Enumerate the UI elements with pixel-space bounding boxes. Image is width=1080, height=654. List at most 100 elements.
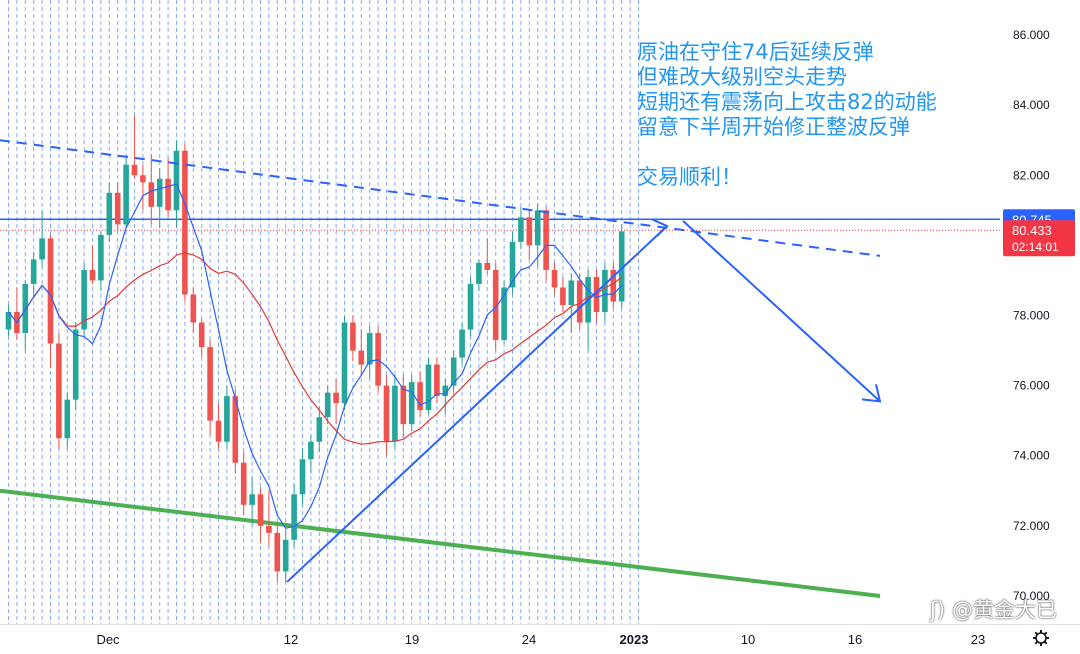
candle-body[interactable] bbox=[383, 385, 390, 442]
candle-body[interactable] bbox=[140, 175, 146, 183]
candle-body[interactable] bbox=[190, 294, 197, 323]
candle-body[interactable] bbox=[114, 192, 121, 225]
candle-body[interactable] bbox=[610, 269, 617, 302]
candle-body[interactable] bbox=[400, 385, 407, 425]
gear-icon[interactable] bbox=[1033, 630, 1049, 646]
candle-body[interactable] bbox=[358, 350, 365, 365]
candle-body[interactable] bbox=[240, 462, 247, 505]
candle-body[interactable] bbox=[459, 329, 465, 358]
candle-body[interactable] bbox=[232, 396, 239, 463]
candle-body[interactable] bbox=[450, 357, 457, 386]
moving-averages bbox=[8, 183, 623, 529]
time-tick-label: 23 bbox=[971, 632, 985, 647]
candle-body[interactable] bbox=[333, 392, 339, 404]
candle-body[interactable] bbox=[316, 417, 323, 442]
candle-body[interactable] bbox=[173, 150, 180, 211]
candle-body[interactable] bbox=[492, 269, 499, 341]
candle-body[interactable] bbox=[249, 494, 255, 505]
candle-body[interactable] bbox=[560, 287, 566, 305]
candle-body[interactable] bbox=[350, 322, 356, 351]
price-tick-label: 86.000 bbox=[1013, 28, 1050, 42]
candle-body[interactable] bbox=[106, 192, 113, 235]
candle-body[interactable] bbox=[518, 217, 524, 242]
candle-body[interactable] bbox=[618, 231, 625, 302]
candle-body[interactable] bbox=[551, 269, 558, 288]
candle-body[interactable] bbox=[123, 164, 129, 225]
candle-body[interactable] bbox=[257, 494, 264, 526]
candle-body[interactable] bbox=[543, 210, 549, 270]
candle-body[interactable] bbox=[215, 420, 222, 442]
candle-body[interactable] bbox=[165, 178, 171, 211]
candle-body[interactable] bbox=[156, 178, 163, 207]
candle-body[interactable] bbox=[308, 441, 314, 460]
candle-body[interactable] bbox=[266, 525, 272, 533]
candle-body[interactable] bbox=[207, 347, 213, 421]
arrowhead-up bbox=[651, 218, 669, 237]
price-axis-bg[interactable] bbox=[1000, 0, 1080, 626]
drawings-back bbox=[0, 218, 1000, 598]
rising-trendline[interactable] bbox=[286, 225, 668, 583]
logo-icon: ʃ) bbox=[930, 598, 952, 622]
projection-arrow[interactable] bbox=[682, 220, 881, 403]
time-tick-label: 16 bbox=[848, 632, 862, 647]
annotation-line-5 bbox=[637, 140, 937, 165]
candle-body[interactable] bbox=[509, 241, 516, 288]
candle-body[interactable] bbox=[484, 262, 491, 270]
support-trendline[interactable] bbox=[0, 488, 881, 598]
candle-body[interactable] bbox=[467, 283, 474, 330]
candle-body[interactable] bbox=[534, 210, 541, 246]
price-tick-label: 74.000 bbox=[1013, 449, 1050, 463]
candle-body[interactable] bbox=[81, 269, 87, 330]
resistance-trendline-dashed[interactable] bbox=[0, 139, 881, 257]
candle-body[interactable] bbox=[408, 382, 415, 425]
candle-body[interactable] bbox=[30, 259, 37, 284]
time-axis-bg[interactable] bbox=[0, 624, 1080, 649]
candle-body[interactable] bbox=[366, 333, 373, 365]
candle-body[interactable] bbox=[98, 234, 104, 281]
candle-body[interactable] bbox=[131, 164, 138, 176]
candle-body[interactable] bbox=[291, 494, 297, 540]
candle-body[interactable] bbox=[324, 392, 331, 418]
time-axis: Dec 12 19 24 2023 10 16 23 bbox=[0, 624, 1080, 649]
candle-body[interactable] bbox=[198, 322, 205, 348]
candle-body[interactable] bbox=[274, 532, 281, 572]
time-tick-label: 2023 bbox=[620, 632, 649, 647]
annotation-line-6: 交易顺利！ bbox=[637, 165, 742, 189]
candle-body[interactable] bbox=[89, 269, 96, 281]
candle-body[interactable] bbox=[341, 322, 348, 404]
candle-body[interactable] bbox=[5, 312, 12, 330]
candle-body[interactable] bbox=[476, 262, 482, 284]
candle-body[interactable] bbox=[568, 280, 575, 305]
candle-body[interactable] bbox=[47, 238, 54, 344]
candle-body[interactable] bbox=[299, 459, 306, 495]
watermark: ʃ) @黄金大已 bbox=[930, 594, 1057, 624]
candle-body[interactable] bbox=[417, 382, 423, 411]
slow-ma-line bbox=[8, 252, 623, 445]
candle-body[interactable] bbox=[602, 269, 608, 312]
candle-body[interactable] bbox=[442, 385, 449, 397]
price-tick-label: 72.000 bbox=[1013, 519, 1050, 533]
candle-body[interactable] bbox=[72, 329, 79, 400]
candle-body[interactable] bbox=[148, 182, 155, 207]
candle-body[interactable] bbox=[501, 287, 507, 341]
annotation-line-1: 原油在守住74后延续反弹 bbox=[637, 40, 874, 64]
candle-body[interactable] bbox=[425, 364, 432, 411]
annotation-line-4: 留意下半周开始修正整波反弹 bbox=[637, 115, 910, 139]
candle-body[interactable] bbox=[182, 150, 188, 295]
candle-body[interactable] bbox=[39, 238, 45, 260]
candle-body[interactable] bbox=[434, 364, 440, 397]
last-price-label: 80.433 bbox=[1012, 223, 1052, 238]
drawings-front bbox=[0, 139, 882, 583]
candle-body[interactable] bbox=[576, 280, 583, 323]
candle-body[interactable] bbox=[224, 396, 230, 442]
candle-body[interactable] bbox=[56, 343, 62, 439]
candle-body[interactable] bbox=[392, 385, 398, 442]
candle-body[interactable] bbox=[282, 539, 289, 572]
candle-body[interactable] bbox=[526, 217, 533, 246]
annotation-line-3: 短期还有震荡向上攻击82的动能 bbox=[637, 90, 937, 114]
gear-ring bbox=[1035, 632, 1047, 644]
candle-body[interactable] bbox=[64, 399, 71, 439]
candle-body[interactable] bbox=[22, 283, 29, 334]
